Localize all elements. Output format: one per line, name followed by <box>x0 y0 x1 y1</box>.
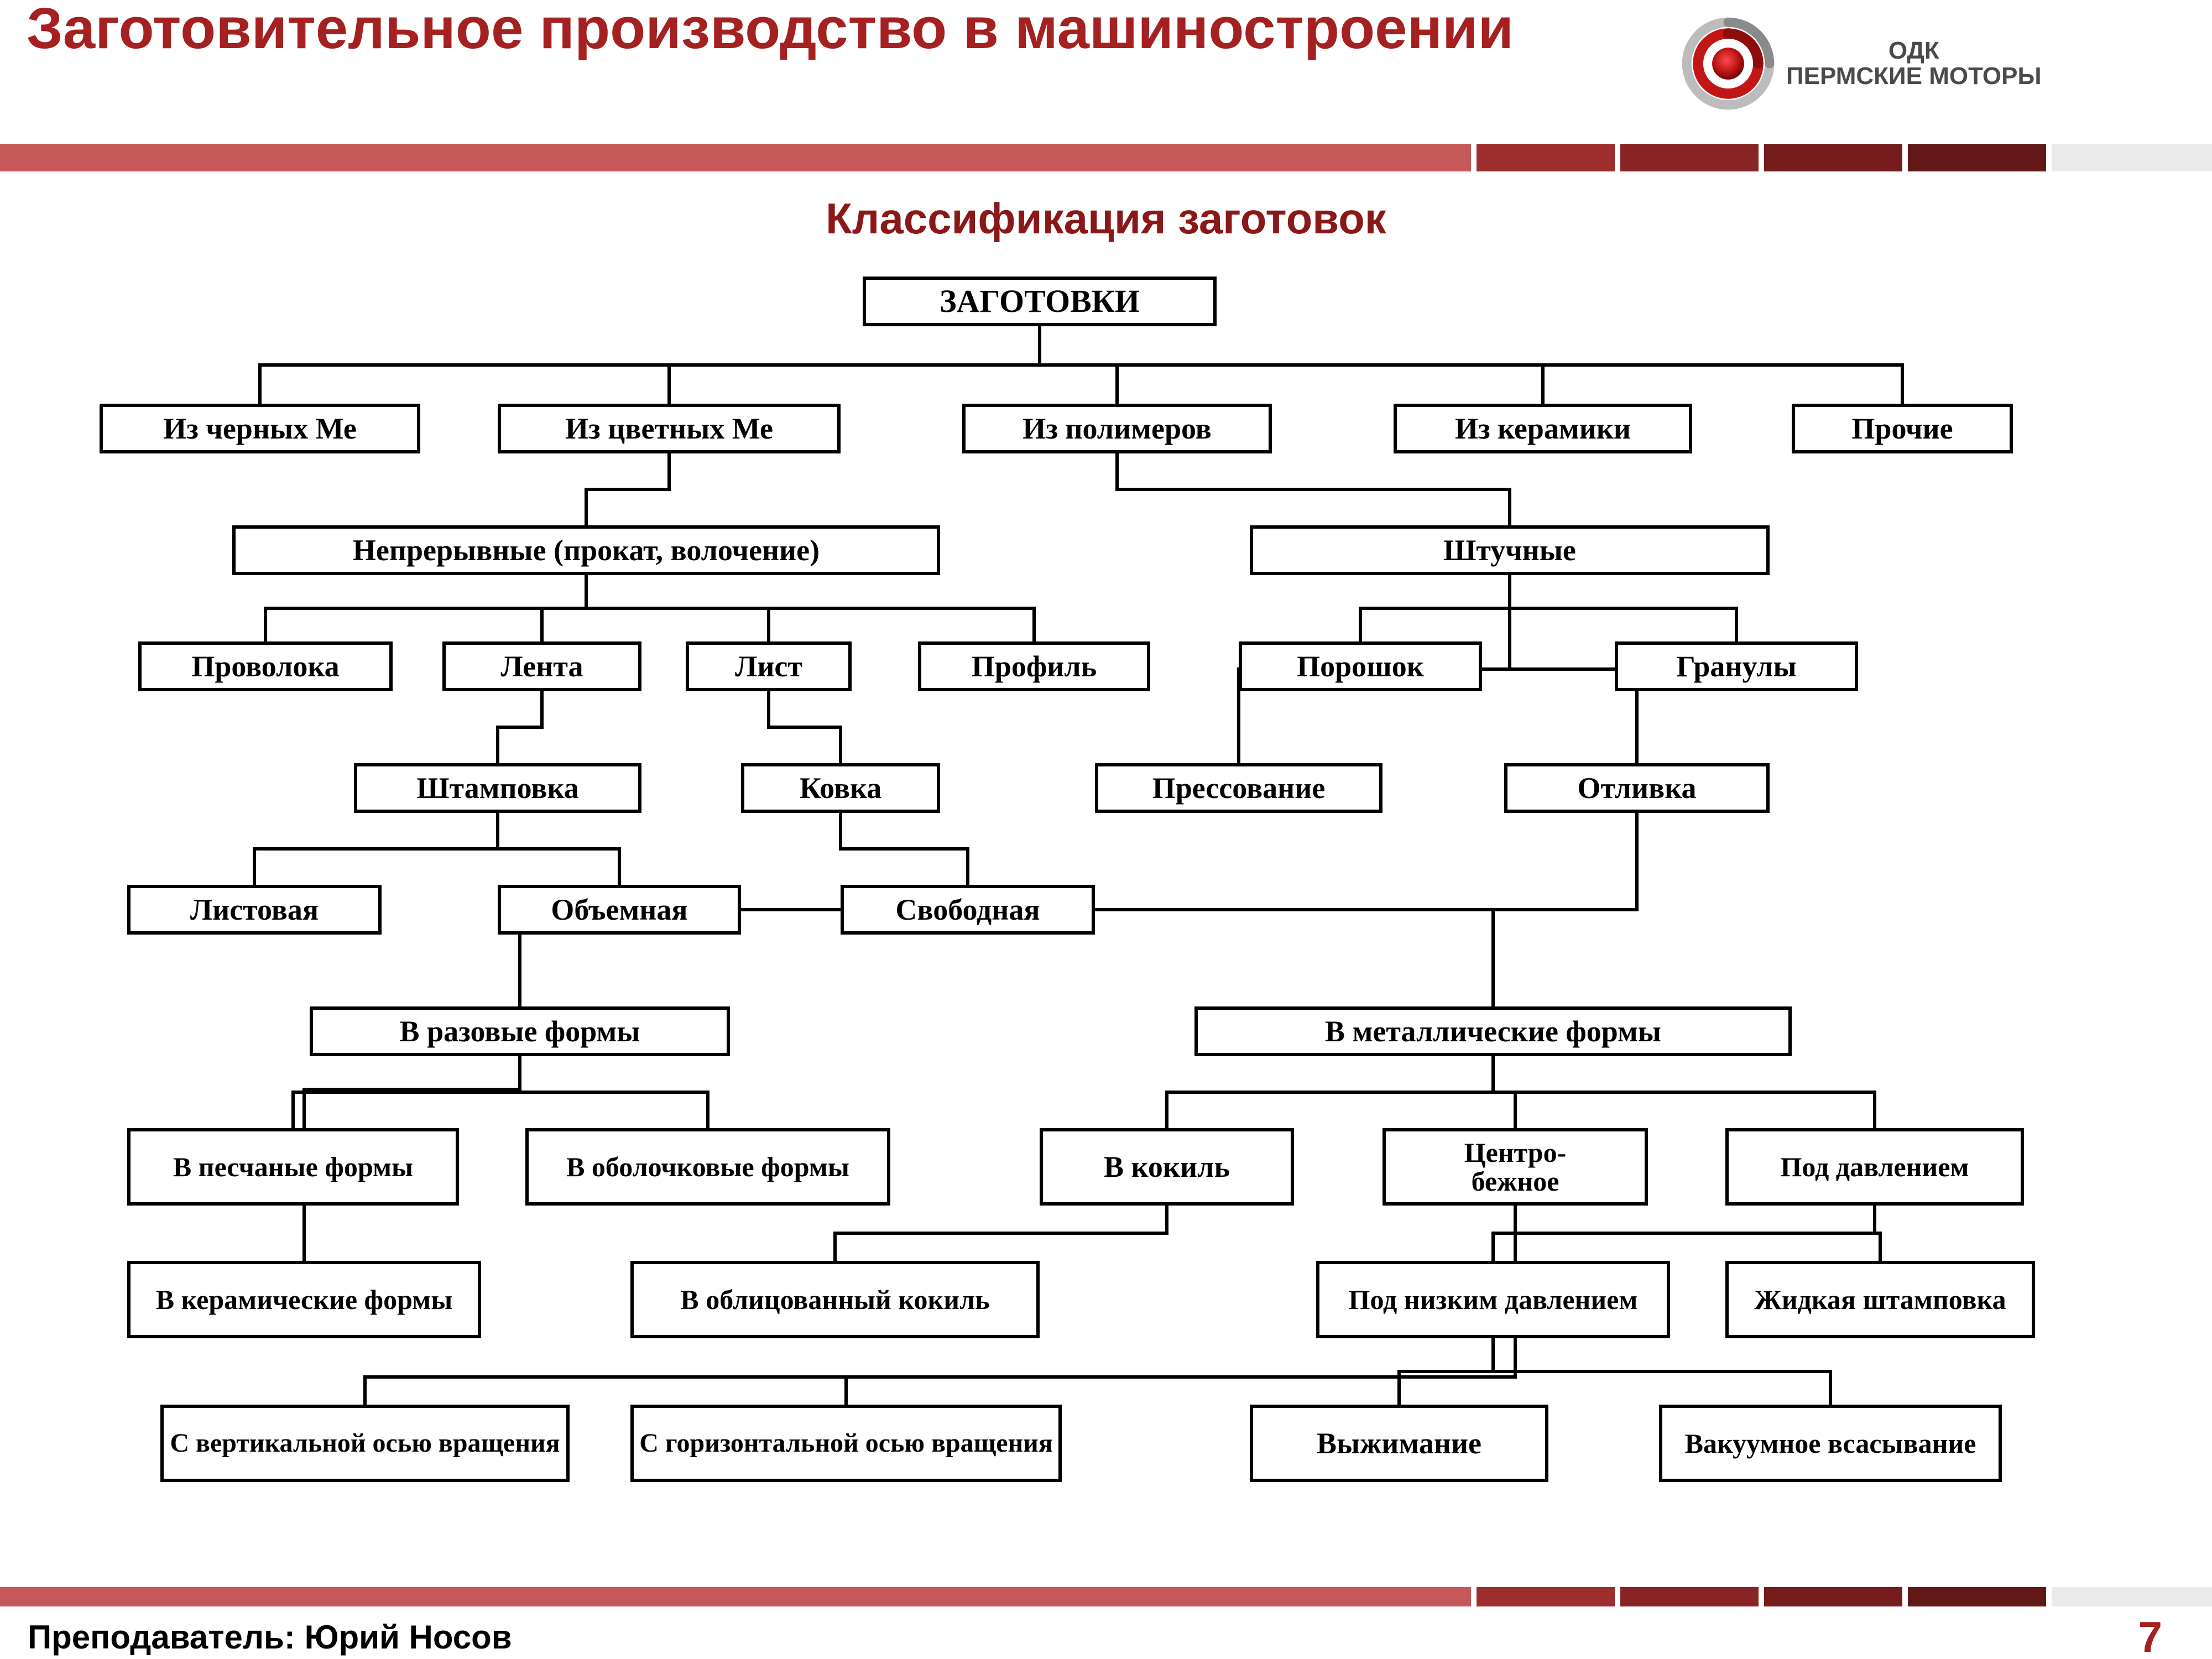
logo-text: ОДК ПЕРМСКИЕ МОТОРЫ <box>1786 38 2042 89</box>
node-centr: Центро-бежное <box>1383 1128 1648 1206</box>
slide-title: Заготовительное производство в машиностр… <box>27 0 1575 62</box>
page-number: 7 <box>2138 1612 2162 1659</box>
node-sheetst: Листовая <box>127 885 382 935</box>
node-piece: Штучные <box>1250 525 1770 575</box>
teacher-label: Преподаватель: Юрий Носов <box>28 1618 512 1656</box>
node-sand: В песчаные формы <box>127 1128 459 1206</box>
node-gran: Гранулы <box>1615 641 1858 691</box>
node-liqst: Жидкая штамповка <box>1725 1261 2035 1338</box>
node-root: ЗАГОТОВКИ <box>863 276 1217 326</box>
stripe-segment <box>1477 144 1615 171</box>
node-forge: Ковка <box>741 763 940 813</box>
node-volst: Объемная <box>498 885 741 935</box>
node-pressure: Под давлением <box>1725 1128 2024 1206</box>
logo-mark-icon <box>1681 17 1775 111</box>
node-mat5: Прочие <box>1792 404 2013 453</box>
node-mat3: Из полимеров <box>962 404 1272 453</box>
node-cont: Непрерывные (прокат, волочение) <box>232 525 940 575</box>
node-cast: Отливка <box>1504 763 1770 813</box>
slide: Заготовительное производство в машиностр… <box>0 0 2212 1659</box>
stripe-segment <box>1620 144 1759 171</box>
logo-line1: ОДК <box>1786 38 2042 64</box>
node-profile: Профиль <box>918 641 1150 691</box>
company-logo: ОДК ПЕРМСКИЕ МОТОРЫ <box>1681 17 2042 111</box>
node-once: В разовые формы <box>310 1006 730 1056</box>
node-mat2: Из цветных Ме <box>498 404 841 453</box>
node-vaxis: С вертикальной осью вращения <box>160 1405 570 1482</box>
node-sheet: Лист <box>686 641 852 691</box>
node-mat4: Из керамики <box>1394 404 1692 453</box>
classification-diagram: ЗАГОТОВКИ Из черных Ме Из цветных Ме Из пол… <box>66 265 2146 1571</box>
stripe-segment <box>2052 144 2212 171</box>
node-wire: Проволока <box>138 641 393 691</box>
stripe-segment <box>1908 144 2046 171</box>
node-press: Прессование <box>1095 763 1383 813</box>
logo-line2: ПЕРМСКИЕ МОТОРЫ <box>1786 64 2042 89</box>
node-shell: В оболочковые формы <box>525 1128 890 1206</box>
stripe-segment <box>1764 1587 1902 1606</box>
stripe-segment <box>1908 1587 2046 1606</box>
stripe-segment <box>1620 1587 1759 1606</box>
node-freeforge: Свободная <box>841 885 1095 935</box>
stripe-segment <box>0 1587 1471 1606</box>
node-haxis: С горизонтальной осью вращения <box>630 1405 1062 1482</box>
diagram-subtitle: Классификация заготовок <box>664 194 1548 244</box>
stripe-segment <box>0 144 1471 171</box>
node-vacuum: Вакуумное всасывание <box>1659 1405 2002 1482</box>
node-stamp: Штамповка <box>354 763 641 813</box>
node-squeeze: Выжимание <box>1250 1405 1548 1482</box>
stripe-segment <box>2052 1587 2212 1606</box>
node-ceramic: В керамические формы <box>127 1261 481 1338</box>
node-mat1: Из черных Ме <box>100 404 420 453</box>
footer: Преподаватель: Юрий Носов 7 <box>28 1612 2162 1659</box>
node-lowp: Под низким давлением <box>1316 1261 1670 1338</box>
node-metal: В металлические формы <box>1194 1006 1792 1056</box>
stripe-segment <box>1477 1587 1615 1606</box>
node-kokil: В кокиль <box>1040 1128 1294 1206</box>
node-powder: Порошок <box>1239 641 1482 691</box>
node-linedk: В облицованный кокиль <box>630 1261 1040 1338</box>
node-strip: Лента <box>442 641 641 691</box>
stripe-segment <box>1764 144 1902 171</box>
